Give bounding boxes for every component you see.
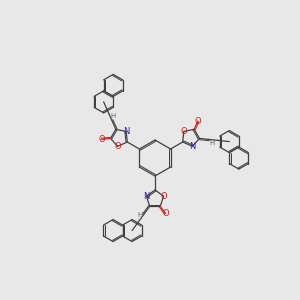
Text: N: N	[143, 192, 150, 201]
Text: N: N	[189, 142, 196, 151]
Text: O: O	[181, 127, 187, 136]
Text: H: H	[111, 113, 116, 119]
Text: N: N	[123, 127, 129, 136]
Text: O: O	[98, 135, 105, 144]
Text: O: O	[194, 117, 201, 126]
Text: O: O	[162, 209, 169, 218]
Text: H: H	[209, 140, 215, 146]
Text: O: O	[160, 192, 167, 201]
Text: H: H	[137, 212, 142, 218]
Text: O: O	[114, 142, 121, 151]
